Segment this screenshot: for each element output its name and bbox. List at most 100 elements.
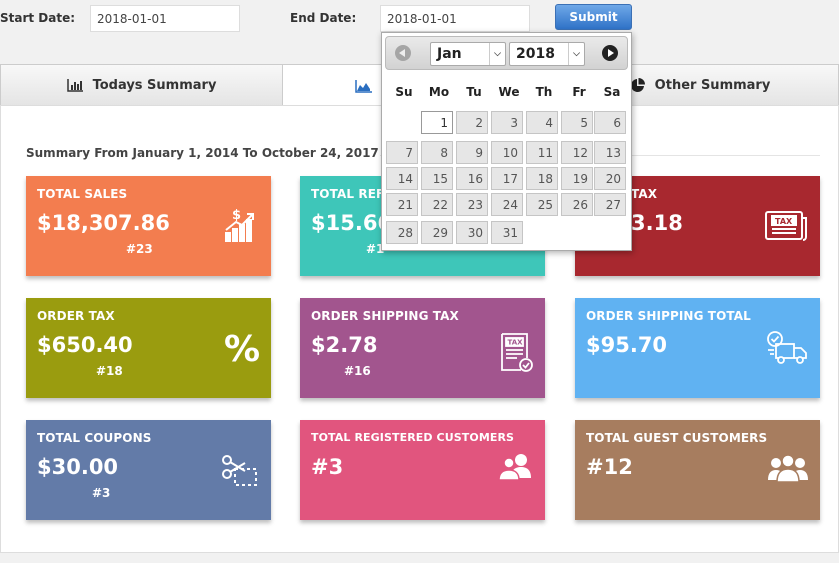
start-date-label: Start Date: xyxy=(0,11,76,25)
prev-month-icon[interactable] xyxy=(395,45,411,61)
card-count: #18 xyxy=(96,364,123,378)
svg-text:$: $ xyxy=(232,208,241,223)
svg-text:TAX: TAX xyxy=(508,339,524,347)
card-value: $30.00 xyxy=(37,455,119,479)
day-cell[interactable]: 27 xyxy=(594,193,626,216)
day-cell[interactable]: 17 xyxy=(491,167,523,190)
pie-chart-icon xyxy=(630,78,645,93)
weekday-label: Tu xyxy=(466,85,482,99)
card-value: #3 xyxy=(311,455,344,479)
day-cell[interactable]: 25 xyxy=(526,193,558,216)
day-cell[interactable]: 6 xyxy=(594,111,626,134)
submit-button[interactable]: Submit xyxy=(555,4,632,30)
card-count: #3 xyxy=(92,486,111,500)
day-cell[interactable]: 8 xyxy=(421,141,453,164)
day-cell[interactable]: 14 xyxy=(386,167,418,190)
day-cell[interactable]: 23 xyxy=(456,193,488,216)
day-cell[interactable]: 11 xyxy=(526,141,558,164)
day-cell[interactable]: 4 xyxy=(526,111,558,134)
card-order-shipping-total: ORDER SHIPPING TOTAL $95.70 xyxy=(575,298,820,398)
year-value: 2018 xyxy=(516,46,555,62)
day-cell[interactable]: 26 xyxy=(561,193,593,216)
day-cell[interactable]: 30 xyxy=(456,221,488,244)
card-value: $650.40 xyxy=(37,333,133,357)
end-date-input[interactable] xyxy=(380,5,530,32)
tab-todays-summary[interactable]: Todays Summary xyxy=(0,64,283,106)
sales-growth-icon: $ xyxy=(223,208,259,248)
weekday-label: Sa xyxy=(603,85,621,99)
card-order-shipping-tax: ORDER SHIPPING TAX $2.78 #16 TAX xyxy=(300,298,545,398)
day-cell[interactable]: 28 xyxy=(386,221,418,244)
weekday-label: Su xyxy=(395,85,413,99)
tab-label: Todays Summary xyxy=(92,78,217,93)
users-icon xyxy=(497,452,533,486)
day-cell[interactable]: 9 xyxy=(456,141,488,164)
weekday-label: Mo xyxy=(428,85,450,99)
card-value: $2.78 xyxy=(311,333,378,357)
weekday-label: We xyxy=(498,85,520,99)
day-cell[interactable]: 31 xyxy=(491,221,523,244)
card-value: #12 xyxy=(586,455,633,479)
month-value: Jan xyxy=(437,46,462,62)
svg-text:%: % xyxy=(224,329,259,366)
day-cell[interactable]: 18 xyxy=(526,167,558,190)
day-cell[interactable]: 20 xyxy=(594,167,626,190)
day-cell[interactable]: 5 xyxy=(561,111,593,134)
tax-receipt-icon: TAX xyxy=(499,332,533,376)
bar-chart-icon xyxy=(66,79,83,92)
card-title: TOTAL GUEST CUSTOMERS xyxy=(586,431,768,445)
start-date-input[interactable] xyxy=(90,5,240,32)
weekday-label: Th xyxy=(535,85,553,99)
day-cell[interactable]: 3 xyxy=(491,111,523,134)
card-order-tax: ORDER TAX $650.40 #18 % xyxy=(26,298,271,398)
card-title: TOTAL COUPONS xyxy=(37,431,152,445)
card-count: #23 xyxy=(126,242,153,256)
day-cell[interactable]: 1 xyxy=(421,111,453,134)
day-cell[interactable]: 15 xyxy=(421,167,453,190)
month-select[interactable]: Jan ⌵ xyxy=(430,42,506,66)
end-date-label: End Date: xyxy=(290,11,357,25)
day-cell[interactable]: 21 xyxy=(386,193,418,216)
day-cell[interactable]: 24 xyxy=(491,193,523,216)
day-cell[interactable]: 10 xyxy=(491,141,523,164)
tax-document-icon: TAX xyxy=(762,208,808,246)
guest-users-icon xyxy=(768,454,808,486)
year-select[interactable]: 2018 ⌵ xyxy=(509,42,585,66)
card-total-registered-customers: TOTAL REGISTERED CUSTOMERS #3 xyxy=(300,420,545,520)
card-title: ORDER TAX xyxy=(37,309,115,323)
card-title: TAX xyxy=(631,187,658,201)
svg-text:TAX: TAX xyxy=(775,217,793,226)
chevron-down-icon: ⌵ xyxy=(489,43,505,65)
summary-heading: Summary From January 1, 2014 To October … xyxy=(26,146,379,160)
day-cell[interactable]: 2 xyxy=(456,111,488,134)
card-count: #1 xyxy=(366,242,385,256)
area-chart-icon xyxy=(355,79,372,93)
next-month-icon[interactable] xyxy=(602,45,618,61)
weekday-label: Fr xyxy=(572,85,586,99)
card-title: ORDER SHIPPING TOTAL xyxy=(586,309,751,323)
datepicker-popup: Jan ⌵ 2018 ⌵ Su Mo Tu We Th Fr Sa 1 2 3 4 5 6 7 8 9 10 1… xyxy=(381,32,632,251)
tab-label: Other Summary xyxy=(654,78,771,93)
card-total-guest-customers: TOTAL GUEST CUSTOMERS #12 xyxy=(575,420,820,520)
day-cell[interactable]: 13 xyxy=(594,141,626,164)
card-value: $15.66 xyxy=(311,211,393,235)
card-value: 3.18 xyxy=(631,211,683,235)
datepicker-header: Jan ⌵ 2018 ⌵ xyxy=(385,36,628,70)
card-value: $18,307.86 xyxy=(37,211,170,235)
card-count: #16 xyxy=(344,364,371,378)
card-title: ORDER SHIPPING TAX xyxy=(311,309,459,323)
day-cell[interactable]: 12 xyxy=(561,141,593,164)
card-title: TOTAL REFU xyxy=(311,187,395,201)
card-title: TOTAL REGISTERED CUSTOMERS xyxy=(311,431,515,444)
percent-icon: % xyxy=(223,328,260,370)
card-title: TOTAL SALES xyxy=(37,187,128,201)
chevron-down-icon: ⌵ xyxy=(568,43,584,65)
card-total-sales: TOTAL SALES $18,307.86 #23 $ xyxy=(26,176,271,276)
day-cell[interactable]: 22 xyxy=(421,193,453,216)
day-cell[interactable]: 7 xyxy=(386,141,418,164)
day-cell[interactable]: 16 xyxy=(456,167,488,190)
day-cell[interactable]: 29 xyxy=(421,221,453,244)
card-total-coupons: TOTAL COUPONS $30.00 #3 xyxy=(26,420,271,520)
card-value: $95.70 xyxy=(586,333,668,357)
day-cell[interactable]: 19 xyxy=(561,167,593,190)
